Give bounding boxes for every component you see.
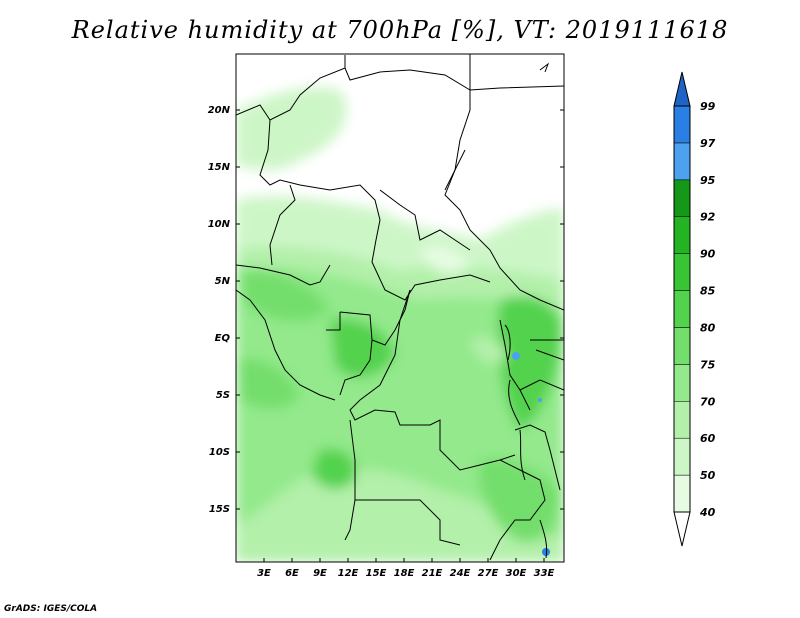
lon-tick-label: 12E: [338, 568, 359, 579]
lat-tick-label: 15N: [208, 162, 231, 173]
colorbar-bin: [673, 71, 691, 107]
lon-tick-label: 3E: [257, 568, 271, 579]
colorbar-level-label: 80: [700, 321, 716, 334]
colorbar-bin: [673, 142, 691, 181]
country-borders: [236, 54, 564, 561]
colorbar-bin: [673, 105, 691, 144]
colorbar-level-label: 50: [700, 469, 716, 482]
lat-tick-label: 10N: [208, 219, 231, 230]
colorbar-bin: [673, 511, 691, 547]
map-title: Relative humidity at 700hPa [%], VT: 201…: [71, 16, 729, 44]
colorbar-bin: [673, 437, 691, 476]
high-humidity-spot: [538, 398, 542, 402]
lon-tick-label: 9E: [313, 568, 327, 579]
lon-tick-label: 24E: [450, 568, 471, 579]
lon-tick-label: 33E: [534, 568, 555, 579]
lon-tick-label: 27E: [478, 568, 499, 579]
colorbar-level-label: 40: [699, 506, 716, 519]
software-credit: GrADS: IGES/COLA: [4, 604, 98, 614]
latitude-axis: 20N 15N 10N 5N EQ 5S 10S 15S: [208, 105, 564, 515]
colorbar-frame: [673, 105, 691, 513]
humidity-field: [236, 54, 564, 562]
colorbar-bin: [673, 290, 691, 328]
colorbar-bin: [673, 364, 691, 402]
lat-tick-label: 5S: [216, 390, 230, 401]
colorbar-level-label: 99: [700, 100, 716, 113]
high-humidity-spot: [542, 548, 550, 556]
longitude-axis: 3E 6E 9E 12E 15E 18E 21E 24E 27E 30E 33E: [257, 558, 555, 579]
lat-tick-label: 5N: [215, 276, 231, 287]
colorbar-bin: [673, 474, 691, 513]
colorbar-level-label: 95: [700, 174, 716, 187]
colorbar-bin: [673, 253, 691, 291]
colorbar-level-label: 92: [700, 211, 716, 224]
lon-tick-label: 30E: [506, 568, 527, 579]
high-humidity-spot: [512, 352, 520, 360]
colorbar-level-label: 75: [700, 358, 716, 371]
colorbar-bin: [673, 327, 691, 365]
lat-tick-label: 15S: [209, 504, 230, 515]
colorbar-level-label: 97: [700, 137, 716, 150]
lat-tick-label: 20N: [208, 105, 231, 116]
colorbar: 40 50 60 70 75 80 85 90 92 95 97 99: [673, 71, 716, 547]
lat-tick-label: 10S: [209, 447, 230, 458]
colorbar-bin: [673, 401, 691, 439]
colorbar-level-label: 70: [700, 395, 716, 408]
map-frame: [235, 53, 565, 563]
colorbar-level-label: 60: [700, 432, 716, 445]
lon-tick-label: 21E: [422, 568, 443, 579]
lon-tick-label: 18E: [394, 568, 415, 579]
colorbar-bin: [673, 179, 691, 217]
lat-tick-label: EQ: [215, 333, 231, 344]
lon-tick-label: 6E: [285, 568, 299, 579]
colorbar-level-label: 90: [700, 248, 716, 261]
colorbar-bin: [673, 216, 691, 254]
lon-tick-label: 15E: [366, 568, 387, 579]
colorbar-level-label: 85: [700, 285, 716, 298]
